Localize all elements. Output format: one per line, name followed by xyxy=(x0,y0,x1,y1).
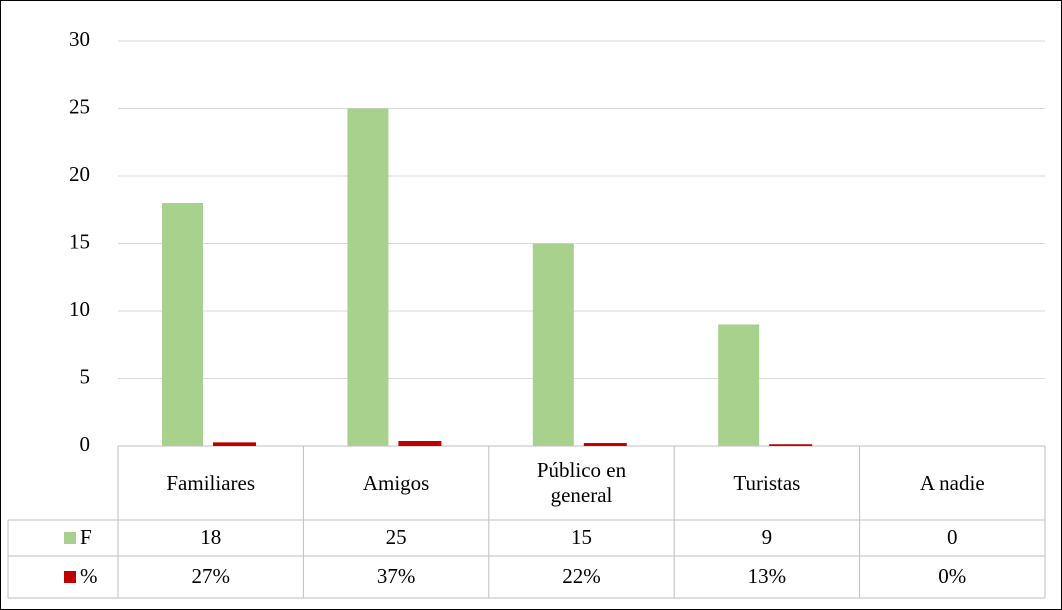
y-tick-label: 25 xyxy=(69,94,90,118)
x-tick-label: Público en general xyxy=(536,458,627,507)
x-tick-label: Turistas xyxy=(733,470,801,495)
x-tick-label: A nadie xyxy=(919,470,985,495)
bar xyxy=(532,243,574,446)
y-tick-label: 10 xyxy=(69,297,90,321)
bar xyxy=(718,324,760,446)
y-tick-label: 15 xyxy=(69,229,90,253)
legend-key xyxy=(64,532,76,544)
bar xyxy=(347,108,389,446)
y-tick-label: 30 xyxy=(69,27,90,51)
bar xyxy=(162,203,203,446)
y-tick-label: 5 xyxy=(80,364,91,388)
table-value: 9 xyxy=(762,525,773,549)
bar xyxy=(769,444,813,446)
x-tick-label: Familiares xyxy=(166,470,256,495)
y-tick-label: 20 xyxy=(69,162,90,186)
table-value: 25 xyxy=(386,525,407,549)
bar xyxy=(398,441,442,446)
y-tick-label: 0 xyxy=(80,432,91,456)
table-value: 27% xyxy=(191,564,230,588)
table-value: 13% xyxy=(748,564,787,588)
legend-label: % xyxy=(80,564,98,588)
bar xyxy=(583,443,627,446)
legend-key xyxy=(64,571,76,583)
table-value: 18 xyxy=(200,525,221,549)
bar xyxy=(213,442,256,446)
table-value: 22% xyxy=(562,564,601,588)
table-value: 0 xyxy=(947,525,958,549)
table-value: 0% xyxy=(938,564,966,588)
table-value: 37% xyxy=(377,564,416,588)
legend-label: F xyxy=(80,525,92,549)
x-tick-label: Amigos xyxy=(362,470,430,495)
table-value: 15 xyxy=(571,525,592,549)
